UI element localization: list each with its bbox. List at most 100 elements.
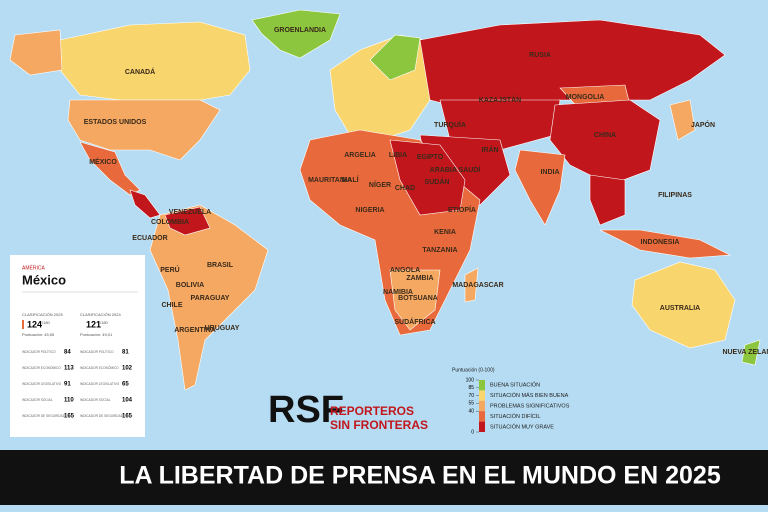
country-label: INDONESIA [641,239,680,246]
south-america [149,204,269,391]
country-label: SUDÁFRICA [394,317,435,326]
country-label: PARAGUAY [191,295,230,302]
legend-label: SITUACIÓN MÁS BIEN BUENA [490,392,569,399]
rank-label: CLASIFICACIÓN 2025 [22,312,63,317]
africa-north [389,139,466,216]
country-label: ANGOLA [390,267,420,274]
legend-tick: 85 [468,385,474,391]
rank-score: Puntuación: 45,55 [22,332,55,337]
new-zealand [741,339,761,366]
legend: Puntuación (0-100) 100 85 70 55 40 0 BUENA SIT… [452,367,570,435]
country-label: CHINA [594,132,616,139]
country-label: ARABIA SAUDÍ [430,165,482,174]
alaska [9,29,63,76]
rank-total: /180 [42,320,51,325]
legend-tick: 55 [468,401,474,407]
indonesia [599,229,732,259]
indicator-name: INDICADOR ECONÓMICO [22,365,61,370]
indicator-value: 102 [122,366,133,372]
indicator-name: INDICADOR DE SEGURIDAD [22,414,66,418]
indicator-name: INDICADOR POLÍTICO [22,350,56,354]
country-label: CHAD [395,185,415,192]
indicator-name: INDICADOR SOCIAL [80,398,111,402]
country-label: PERÚ [160,265,179,274]
rank-label: CLASIFICACIÓN 2024 [80,312,121,317]
indicator-name: INDICADOR LEGISLATIVO [22,382,62,386]
country-label: FILIPINAS [658,192,692,199]
country-label: BRASIL [207,262,234,269]
country-label: LIBIA [389,152,407,159]
rank: 121 [86,319,101,329]
country-label: BOLIVIA [176,282,204,289]
greenland [251,9,341,59]
country-label: ARGENTINA [174,327,216,334]
rank: 124 [27,319,42,329]
legend-label: BUENA SITUACIÓN [490,382,540,389]
mexico-card: AMÉRICA México CLASIFICACIÓN 2025 124 /1… [10,255,145,437]
indicator-name: INDICADOR ECONÓMICO [80,365,119,370]
china [549,99,661,186]
country-label: TANZANIA [422,247,457,254]
indicator-value: 113 [64,366,74,372]
legend-swatch [479,411,485,422]
legend-swatch [479,421,485,432]
country-label: BOTSUANA [398,295,438,302]
country-label: NAMIBIA [383,289,413,296]
country-label: NUEVA ZELANDA [722,349,768,356]
country-label: KENIA [434,229,456,236]
country-label: TURQUÍA [434,120,466,129]
indicator-value: 81 [122,350,129,356]
madagascar [464,267,479,303]
japan [669,99,696,141]
legend-swatch [479,380,485,391]
country-label: RUSIA [529,52,551,59]
indicator-name: INDICADOR DE SEGURIDAD [80,414,124,418]
card-region: AMÉRICA [22,264,45,271]
rank-score: Puntuación: 49,01 [80,332,113,337]
land [9,9,761,391]
central-america [129,189,161,219]
legend-label: SITUACIÓN DIFÍCIL [490,413,540,420]
legend-tick: 100 [466,377,475,383]
africa-south [389,269,441,331]
country-label: AUSTRALIA [660,305,700,312]
usa [67,99,221,161]
logo-line: SIN FRONTERAS [330,418,428,432]
country-label: MALÍ [341,175,359,184]
nordics [369,34,421,81]
country-label: MÉXICO [89,157,117,166]
country-label: JAPÓN [691,120,715,129]
country-label: URUGUAY [205,325,240,332]
country-label: MADAGASCAR [452,282,503,289]
legend-tick: 40 [468,409,474,415]
banner [0,450,768,505]
indicator-value: 165 [122,414,133,420]
country-label: KAZAJSTÁN [479,95,521,104]
country-label: ETIOPÍA [448,205,476,214]
indicator-value: 110 [64,398,74,404]
venezuela [164,206,211,236]
country-label: INDIA [540,169,559,176]
card-bg [10,255,145,437]
rank-bar [22,320,24,329]
canada [59,21,251,101]
legend-swatch [479,390,485,401]
country-label: IRÁN [481,145,498,154]
indicator-name: INDICADOR LEGISLATIVO [80,382,120,386]
country-label: ESTADOS UNIDOS [84,119,147,126]
indicator-name: INDICADOR POLÍTICO [80,350,114,354]
legend-title: Puntuación (0-100) [452,367,495,373]
logo-mark: RSF [268,389,344,431]
country-label: ARGELIA [344,152,376,159]
australia [631,261,736,349]
country-label: GROENLANDIA [274,27,326,34]
country-label: ECUADOR [132,235,167,242]
country-label: NÍGER [369,180,391,189]
india [514,149,566,226]
logo-line: REPORTEROS [330,404,414,418]
country-label: CANADÁ [125,67,155,76]
indicator-name: INDICADOR SOCIAL [22,398,53,402]
indicator-value: 165 [64,414,75,420]
indicator-value: 65 [122,382,129,388]
